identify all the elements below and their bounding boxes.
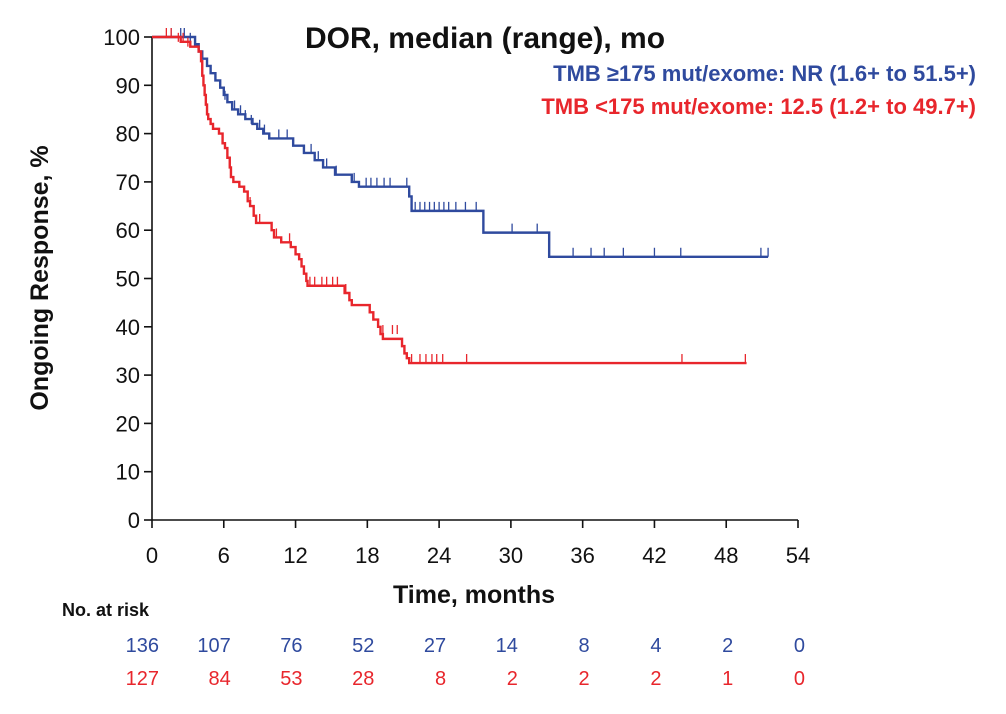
x-axis-title: Time, months <box>393 581 555 609</box>
at-risk-value: 53 <box>280 668 302 690</box>
at-risk-value: 27 <box>424 635 446 657</box>
legend-entry-high-tmb: TMB ≥175 mut/exome: NR (1.6+ to 51.5+) <box>553 61 976 86</box>
chart-title: DOR, median (range), mo <box>305 22 665 55</box>
y-tick-label: 70 <box>116 170 140 195</box>
at-risk-value: 0 <box>794 668 805 690</box>
x-tick-label: 42 <box>642 543 666 568</box>
at-risk-value: 2 <box>722 635 733 657</box>
x-tick-label: 0 <box>146 543 158 568</box>
at-risk-value: 76 <box>280 635 302 657</box>
at-risk-value: 2 <box>650 668 661 690</box>
at-risk-value: 2 <box>507 668 518 690</box>
km-curve <box>152 35 747 365</box>
legend-entry-low-tmb: TMB <175 mut/exome: 12.5 (1.2+ to 49.7+) <box>541 94 976 119</box>
x-tick-label: 54 <box>786 543 810 568</box>
x-tick-label: 6 <box>218 543 230 568</box>
at-risk-value: 52 <box>352 635 374 657</box>
y-tick-label: 90 <box>116 73 140 98</box>
y-tick-label: 0 <box>128 508 140 533</box>
x-tick-label: 12 <box>283 543 307 568</box>
at-risk-header: No. at risk <box>62 600 150 620</box>
y-tick-label: 50 <box>116 267 140 292</box>
at-risk-value: 127 <box>126 668 159 690</box>
y-tick-label: 100 <box>103 25 140 50</box>
at-risk-value: 2 <box>579 668 590 690</box>
km-curve <box>152 35 769 258</box>
at-risk-value: 107 <box>197 635 230 657</box>
x-tick-label: 48 <box>714 543 738 568</box>
series-low-tmb <box>152 28 747 365</box>
y-tick-label: 20 <box>116 411 140 436</box>
x-tick-label: 24 <box>427 543 451 568</box>
y-tick-label: 40 <box>116 315 140 340</box>
at-risk-value: 84 <box>209 668 231 690</box>
at-risk-value: 0 <box>794 635 805 657</box>
x-tick-label: 30 <box>499 543 523 568</box>
y-axis-title: Ongoing Response, % <box>26 145 54 410</box>
x-tick-label: 36 <box>570 543 594 568</box>
at-risk-value: 14 <box>496 635 518 657</box>
at-risk-value: 136 <box>126 635 159 657</box>
y-tick-label: 30 <box>116 363 140 388</box>
axes: 0 10 20 30 40 50 60 70 80 90 100 0 6 12 18 24 30 36 42 48 54 <box>103 25 810 568</box>
at-risk-value: 8 <box>579 635 590 657</box>
y-tick-label: 60 <box>116 218 140 243</box>
at-risk-value: 1 <box>722 668 733 690</box>
series-layer <box>152 28 769 365</box>
y-tick-label: 80 <box>116 122 140 147</box>
at-risk-value: 28 <box>352 668 374 690</box>
x-tick-label: 18 <box>355 543 379 568</box>
at-risk-value: 4 <box>650 635 661 657</box>
at-risk-value: 8 <box>435 668 446 690</box>
y-tick-label: 10 <box>116 460 140 485</box>
